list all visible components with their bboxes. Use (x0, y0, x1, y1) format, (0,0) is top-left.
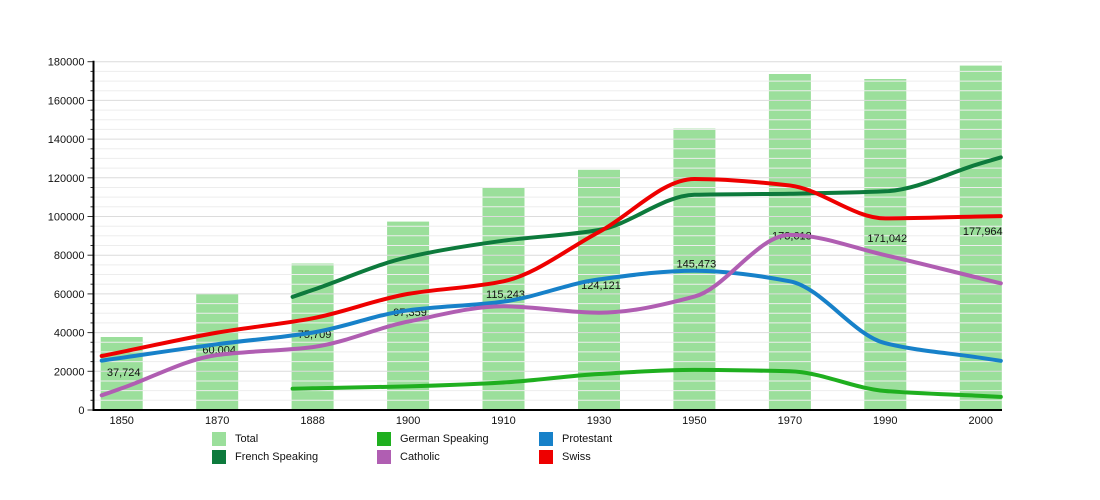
protestant-swatch (539, 432, 553, 446)
x-axis-labels: 1850 1870 1888 1900 1910 1930 1950 1970 1990 2000 (109, 415, 993, 427)
legend-label-swiss: Swiss (562, 451, 591, 463)
legend-item-french-speaking: French Speaking (212, 448, 377, 466)
axes (92, 60, 1002, 411)
legend-item-protestant: Protestant (539, 430, 739, 448)
line-catholic (99, 232, 1003, 398)
x-axis-tick-label: 1970 (778, 415, 802, 427)
x-axis-tick-label: 1870 (205, 415, 229, 427)
x-axis-tick-label: 1850 (109, 415, 133, 427)
line-french-speaking (290, 155, 1003, 299)
catholic-swatch (377, 450, 391, 464)
y-axis-tick-label: 160000 (48, 95, 85, 107)
x-axis-tick-label: 1990 (873, 415, 897, 427)
bar-value-label: 124,121 (581, 280, 621, 292)
legend-label-protestant: Protestant (562, 433, 613, 445)
y-axis-tick-label: 140000 (48, 134, 85, 146)
legend-item-catholic: Catholic (377, 448, 539, 466)
bar-2000 (959, 65, 1002, 410)
bar-value-label: 145,473 (677, 259, 717, 271)
y-axis-tick-label: 100000 (48, 212, 85, 224)
y-axis-tick-label: 20000 (54, 366, 85, 378)
x-axis-tick-label: 1900 (396, 415, 420, 427)
legend-label-german-speaking: German Speaking (400, 433, 489, 445)
french-speaking-swatch (212, 450, 226, 464)
y-axis-tick-label: 80000 (54, 250, 85, 262)
x-axis-tick-label: 1930 (587, 415, 611, 427)
x-axis-tick-label: 1910 (491, 415, 515, 427)
y-axis-tick-label: 180000 (48, 57, 85, 69)
chart-legend: Total German Speaking Protestant French … (212, 430, 739, 466)
legend-label-french-speaking: French Speaking (235, 451, 319, 463)
line-protestant (99, 268, 1003, 363)
swiss-swatch (539, 450, 553, 464)
bar-value-label: 37,724 (107, 367, 141, 379)
legend-item-german-speaking: German Speaking (377, 430, 539, 448)
bar-1990 (864, 79, 907, 410)
y-axis-tick-label: 0 (78, 405, 84, 417)
total-swatch (212, 432, 226, 446)
legend-item-swiss: Swiss (539, 448, 739, 466)
y-axis-tick-label: 60000 (54, 289, 85, 301)
legend-label-total: Total (235, 433, 259, 445)
legend-label-catholic: Catholic (400, 451, 440, 463)
y-axis-tick-label: 120000 (48, 173, 85, 185)
x-axis-tick-label: 2000 (969, 415, 993, 427)
line-swiss (99, 177, 1003, 358)
legend-item-total: Total (212, 430, 377, 448)
y-axis-tick-label: 40000 (54, 328, 85, 340)
y-axis-labels: 0 20000 40000 60000 80000 100000 120000 140000 1… (48, 57, 85, 417)
bar-1930 (578, 169, 620, 410)
line-german-speaking (290, 367, 1003, 399)
bar-value-label: 171,042 (867, 233, 907, 245)
bar-1970 (768, 74, 811, 410)
german-speaking-swatch (377, 432, 391, 446)
x-axis-tick-label: 1950 (682, 415, 706, 427)
x-axis-tick-label: 1888 (300, 415, 324, 427)
bar-value-label: 177,964 (963, 226, 1003, 238)
